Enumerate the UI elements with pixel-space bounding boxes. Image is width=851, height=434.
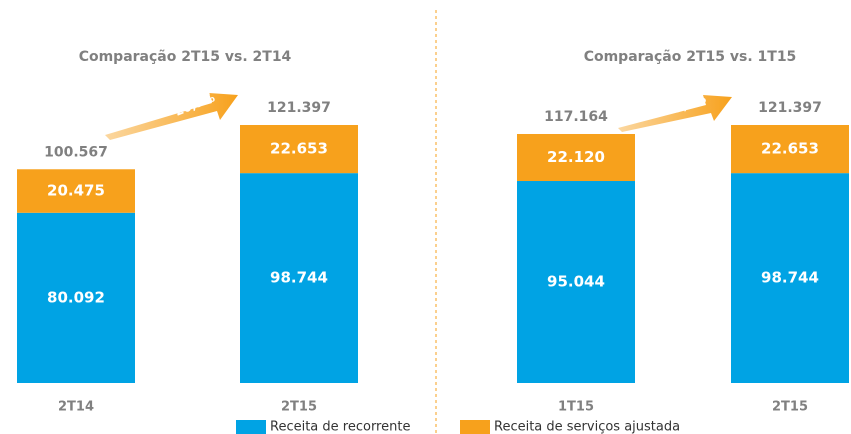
bar-segment [731, 125, 849, 174]
bar-segment [517, 133, 635, 182]
total-label: 117.164 [544, 109, 608, 125]
bar-segment [17, 212, 135, 383]
chart-title: Comparação 2T15 vs. 1T15 [584, 49, 797, 65]
growth-arrow [105, 93, 238, 140]
value-label: 98.744 [270, 269, 328, 287]
legend-swatch [236, 420, 266, 434]
bar-segment [731, 173, 849, 383]
x-tick-label: 2T15 [281, 400, 317, 415]
value-label: 22.653 [270, 140, 328, 158]
legend-label: Receita de serviços ajustada [494, 420, 680, 434]
growth-arrow [618, 95, 732, 132]
value-label: 98.744 [761, 269, 819, 287]
value-label: 22.653 [761, 140, 819, 158]
x-tick-label: 1T15 [558, 400, 594, 415]
bar-segment [240, 173, 358, 383]
bar-segment [240, 125, 358, 174]
total-label: 121.397 [758, 100, 822, 116]
legend-label: Receita de recorrente [270, 420, 410, 434]
total-label: 121.397 [267, 100, 331, 116]
total-label: 100.567 [44, 144, 108, 160]
bar-segment [517, 181, 635, 383]
value-label: 20.475 [47, 182, 105, 200]
chart-title: Comparação 2T15 vs. 2T14 [79, 49, 292, 65]
x-tick-label: 2T14 [58, 400, 94, 415]
value-label: 80.092 [47, 288, 105, 306]
x-tick-label: 2T15 [772, 400, 808, 415]
legend-swatch [460, 420, 490, 434]
value-label: 22.120 [547, 148, 605, 166]
bar-segment [17, 169, 135, 213]
value-label: 95.044 [547, 273, 605, 291]
